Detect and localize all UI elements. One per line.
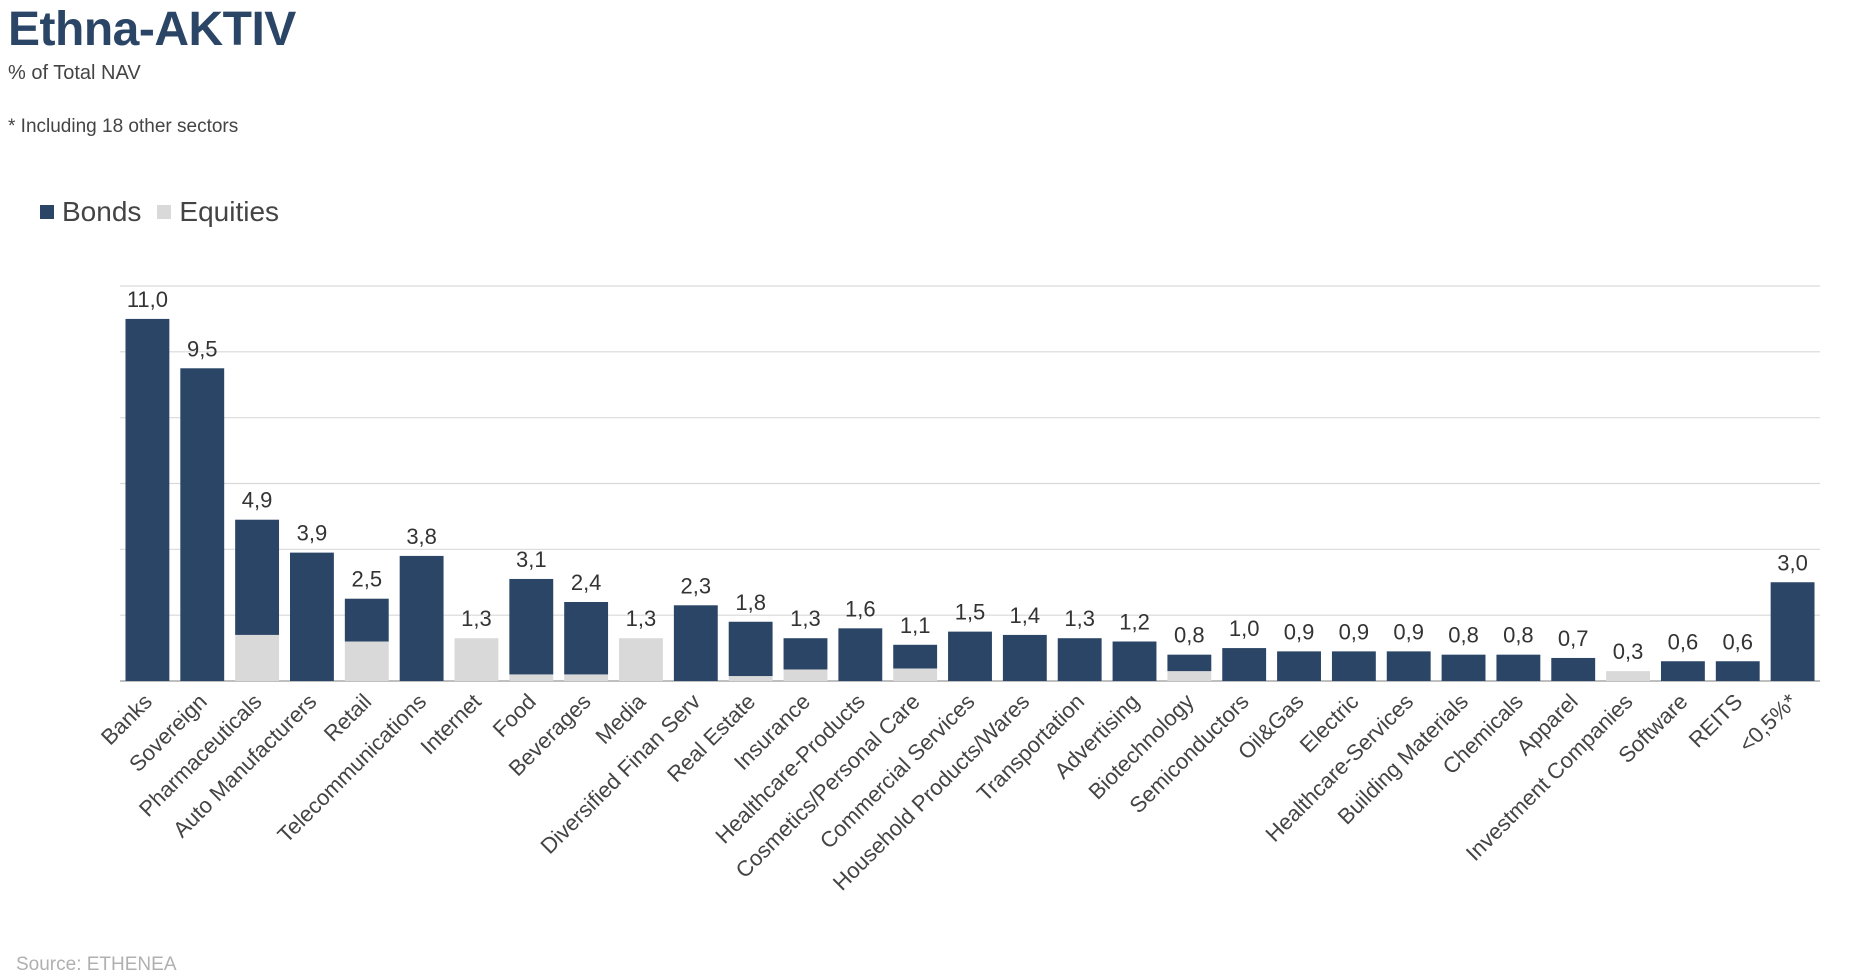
data-label: 0,9 [1393,619,1424,644]
bar-bonds [1386,651,1431,681]
data-label: 4,9 [242,488,273,513]
chart-footnote: * Including 18 other sectors [8,116,239,137]
legend-swatch-equities [157,205,172,219]
bar-bonds [399,555,444,681]
data-label: 2,3 [681,573,712,598]
data-label: 0,8 [1448,623,1479,648]
bar-bonds [235,519,280,635]
data-label: 1,3 [626,606,657,631]
legend-item-bonds: Bonds [40,196,141,228]
chart-title: Ethna-AKTIV [8,3,296,56]
bar-bonds [1496,654,1541,681]
data-label: 0,8 [1503,623,1534,648]
bar-bonds [1167,654,1212,672]
legend-label-bonds: Bonds [62,196,142,227]
bar-equities [344,641,389,681]
data-label: 0,9 [1339,619,1370,644]
data-label: 1,3 [790,606,821,631]
data-label: 1,0 [1229,616,1260,641]
bar-bonds [1660,661,1705,681]
data-label: 11,0 [127,287,168,312]
chart-subtitle: % of Total NAV [8,62,141,84]
bar-equities [454,638,499,681]
bar-equities [564,674,609,681]
data-label: 1,8 [735,590,766,615]
bar-equities [893,668,938,681]
bar-bonds [673,605,718,681]
data-label: 1,4 [1010,603,1041,628]
legend-swatch-bonds [40,205,54,219]
bar-bonds [125,318,170,681]
data-label: 1,3 [461,606,492,631]
legend-label-equities: Equities [179,196,280,227]
data-label: 2,5 [351,567,382,592]
legend-item-equities: Equities [157,196,279,228]
data-label: 1,2 [1119,610,1150,635]
bar-bonds [1770,582,1815,681]
data-label: 1,5 [955,600,986,625]
bar-bonds [728,621,773,677]
bar-equities [783,669,828,681]
bar-bonds [1441,654,1486,681]
bars [125,318,1815,681]
category-label: Internet [416,689,486,759]
data-label: 3,9 [297,521,328,546]
bar-bonds [344,598,389,642]
bar-bonds [1551,657,1596,681]
bar-bonds [1112,641,1157,681]
bar-bonds [290,552,334,681]
bar-equities [1167,671,1212,681]
data-label: 0,3 [1613,639,1644,664]
bar-bonds [1277,651,1321,681]
bar-equities [619,638,663,681]
data-label: 3,1 [516,547,547,572]
value-labels: 11,0 9,5 4,9 3,9 2,5 3,8 1,3 3,1 2,4 1,3 2,3 1,8 1,3… [127,287,1808,664]
data-label: 0,6 [1668,629,1699,654]
data-label: 0,8 [1174,623,1205,648]
data-label: 9,5 [187,336,218,361]
category-label: <0,5%* [1734,689,1803,758]
bar-bonds [180,368,225,681]
bar-bonds [893,644,938,669]
bar-bonds [783,638,828,670]
data-label: 1,6 [845,596,876,621]
data-label: 0,7 [1558,626,1589,651]
data-label: 0,9 [1284,619,1315,644]
data-label: 3,0 [1777,550,1808,575]
bar-bonds [509,578,554,675]
bar-bonds [838,628,883,681]
bar-bonds [1222,648,1267,681]
data-label: 3,8 [406,524,437,549]
bar-equities [235,634,280,681]
legend: Bonds Equities [40,196,295,228]
data-label: 1,1 [900,613,931,638]
bar-bonds [1002,634,1047,681]
data-label: 1,3 [1064,606,1095,631]
bar-bonds [948,631,992,681]
bar-equities [509,674,554,681]
bar-bonds [1715,661,1760,681]
data-label: 0,6 [1722,629,1753,654]
bar-equities [1606,671,1650,681]
source-note: Source: ETHENEA [16,954,177,975]
bar-bonds [1331,651,1376,681]
bar-bonds [1057,638,1102,681]
bar-bonds [564,602,609,675]
bar-equities [728,676,773,681]
data-label: 2,4 [571,570,602,595]
